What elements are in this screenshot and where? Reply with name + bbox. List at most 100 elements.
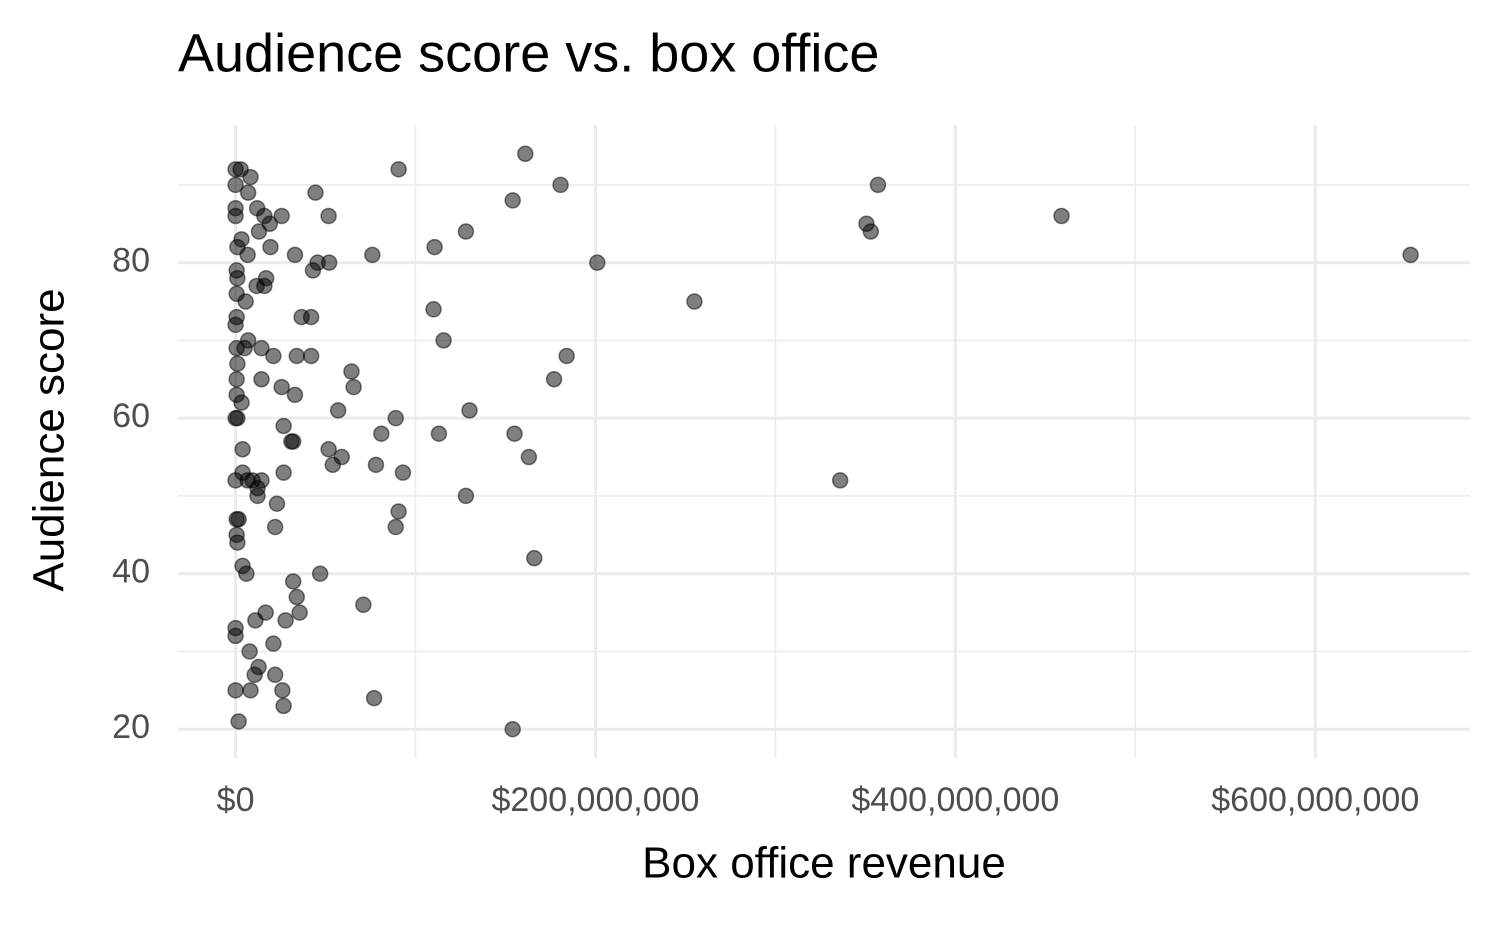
point [249, 487, 266, 505]
y-tick-label: 80 [112, 242, 150, 280]
point [268, 495, 286, 512]
point [425, 301, 442, 318]
point [242, 168, 259, 186]
point [517, 145, 534, 163]
point [364, 246, 381, 264]
point [302, 347, 320, 365]
point [227, 682, 244, 699]
point [286, 386, 304, 404]
point [311, 565, 329, 582]
point [686, 293, 703, 310]
point [239, 246, 256, 264]
point [426, 238, 443, 256]
point [246, 666, 263, 684]
point [520, 448, 538, 466]
point [284, 433, 302, 450]
point [504, 720, 521, 738]
point [545, 371, 563, 388]
point [526, 549, 543, 567]
point [387, 518, 404, 536]
point [253, 339, 270, 357]
point [589, 254, 606, 271]
point [457, 223, 475, 240]
point [227, 207, 244, 225]
point [831, 472, 849, 489]
point [394, 464, 412, 481]
point [373, 425, 390, 442]
point [247, 612, 264, 629]
point [230, 713, 247, 730]
point [504, 192, 521, 209]
point [277, 612, 294, 629]
point [291, 604, 308, 621]
point [320, 441, 337, 458]
point [227, 316, 244, 334]
point [367, 456, 385, 474]
point [275, 417, 292, 435]
x-tick-label: $0 [217, 781, 255, 819]
point [233, 394, 250, 411]
y-tick-label: 20 [112, 708, 150, 746]
point [288, 347, 306, 365]
point [275, 697, 292, 715]
point [230, 511, 247, 528]
point [275, 464, 292, 481]
point [1402, 246, 1419, 264]
point [229, 534, 246, 551]
point [273, 207, 290, 225]
point [355, 596, 372, 614]
point [1053, 207, 1070, 225]
y-tick-label: 60 [112, 397, 150, 435]
point [365, 689, 383, 707]
point [390, 161, 407, 178]
point [457, 487, 475, 505]
point [238, 565, 255, 582]
point [324, 456, 342, 474]
point [248, 277, 265, 295]
point [869, 176, 887, 194]
point [266, 666, 284, 684]
point [262, 238, 279, 256]
point [250, 223, 268, 240]
x-tick-label: $600,000,000 [1211, 781, 1419, 819]
point [227, 627, 244, 645]
point [284, 573, 302, 590]
point [234, 441, 251, 458]
point [266, 518, 284, 536]
y-axis-label: Audience score [25, 288, 74, 591]
point [345, 378, 362, 396]
point [435, 332, 452, 349]
point [320, 207, 337, 225]
point [286, 246, 304, 264]
point [343, 363, 360, 380]
point [227, 176, 244, 194]
point [236, 339, 253, 357]
point [253, 371, 270, 388]
point [288, 588, 306, 606]
point [229, 355, 246, 372]
x-axis-label: Box office revenue [642, 839, 1006, 888]
point [558, 347, 575, 365]
point [461, 402, 478, 419]
point [239, 184, 257, 201]
point [265, 635, 282, 652]
point [304, 262, 322, 279]
point [387, 409, 404, 427]
point [302, 308, 320, 326]
point [552, 176, 569, 194]
point [229, 409, 246, 427]
point [242, 682, 259, 699]
point [273, 378, 290, 396]
point [256, 207, 273, 225]
x-tick-label: $400,000,000 [851, 781, 1059, 819]
chart-title: Audience score vs. box office [178, 23, 879, 83]
point [228, 371, 245, 388]
point [430, 425, 448, 442]
point [506, 425, 523, 442]
point [241, 643, 258, 660]
point [237, 293, 254, 310]
point [265, 347, 282, 365]
x-tick-label: $200,000,000 [491, 781, 699, 819]
y-tick-label: 40 [112, 553, 150, 591]
